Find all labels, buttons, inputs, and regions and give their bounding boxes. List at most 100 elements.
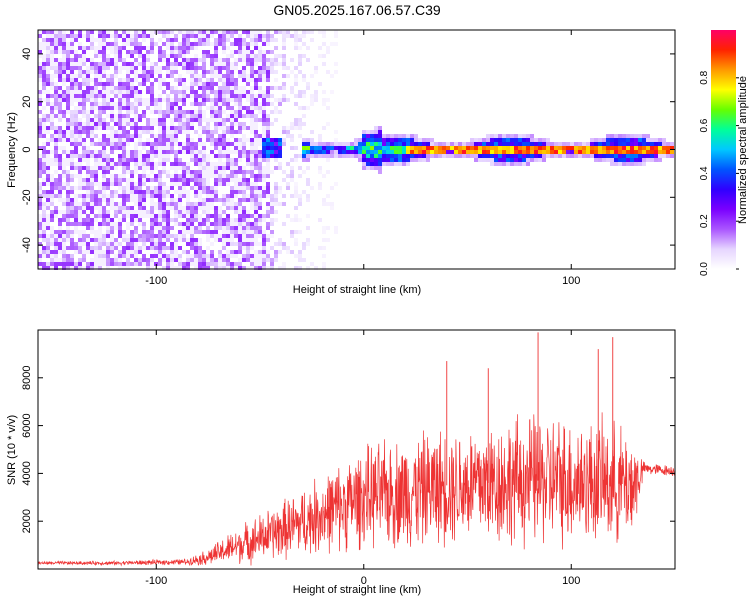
heatmap-cell — [206, 42, 210, 46]
heatmap-cell — [354, 138, 358, 142]
heatmap-cell — [254, 30, 258, 34]
heatmap-cell — [290, 166, 294, 170]
heatmap-cell — [170, 242, 174, 246]
heatmap-cell — [70, 50, 74, 54]
heatmap-cell — [662, 142, 666, 146]
heatmap-cell — [442, 146, 446, 150]
heatmap-cell — [162, 230, 166, 234]
heatmap-cell — [210, 118, 214, 122]
heatmap-cell — [614, 162, 618, 166]
heatmap-cell — [166, 158, 170, 162]
heatmap-cell — [114, 194, 118, 198]
heatmap-cell — [630, 162, 634, 166]
heatmap-cell — [58, 94, 62, 98]
heatmap-cell — [106, 102, 110, 106]
heatmap-cell — [194, 142, 198, 146]
heatmap-cell — [118, 66, 122, 70]
heatmap-cell — [286, 174, 290, 178]
heatmap-cell — [234, 94, 238, 98]
heatmap-cell — [94, 162, 98, 166]
heatmap-cell — [114, 262, 118, 266]
heatmap-cell — [138, 102, 142, 106]
heatmap-cell — [242, 222, 246, 226]
heatmap-cell — [134, 46, 138, 50]
heatmap-cell — [134, 42, 138, 46]
heatmap-cell — [98, 266, 102, 270]
heatmap-cell — [386, 154, 390, 158]
heatmap-cell — [310, 130, 314, 134]
heatmap-cell — [406, 154, 410, 158]
heatmap-cell — [330, 74, 334, 78]
heatmap-cell — [490, 162, 494, 166]
heatmap-cell — [46, 54, 50, 58]
heatmap-cell — [66, 126, 70, 130]
heatmap-cell — [106, 162, 110, 166]
heatmap-cell — [222, 126, 226, 130]
heatmap-cell — [126, 50, 130, 54]
heatmap-cell — [54, 94, 58, 98]
heatmap-cell — [234, 234, 238, 238]
heatmap-cell — [58, 182, 62, 186]
heatmap-cell — [246, 34, 250, 38]
heatmap-cell — [250, 90, 254, 94]
heatmap-cell — [126, 158, 130, 162]
heatmap-cell — [78, 174, 82, 178]
heatmap-cell — [74, 242, 78, 246]
heatmap-cell — [222, 234, 226, 238]
heatmap-cell — [222, 198, 226, 202]
heatmap-cell — [194, 42, 198, 46]
heatmap-cell — [138, 178, 142, 182]
heatmap-cell — [362, 142, 366, 146]
heatmap-cell — [246, 62, 250, 66]
heatmap-cell — [78, 158, 82, 162]
heatmap-cell — [94, 178, 98, 182]
heatmap-cell — [334, 226, 338, 230]
heatmap-cell — [594, 150, 598, 154]
heatmap-cell — [102, 258, 106, 262]
heatmap-cell — [162, 90, 166, 94]
heatmap-cell — [378, 142, 382, 146]
heatmap-cell — [110, 58, 114, 62]
heatmap-cell — [66, 102, 70, 106]
heatmap-cell — [382, 158, 386, 162]
heatmap-cell — [102, 162, 106, 166]
heatmap-cell — [106, 90, 110, 94]
heatmap-cell — [178, 198, 182, 202]
figure-title: GN05.2025.167.06.57.C39 — [273, 2, 441, 18]
heatmap-cell — [246, 94, 250, 98]
heatmap-cell — [106, 214, 110, 218]
heatmap-cell — [182, 110, 186, 114]
heatmap-cell — [370, 162, 374, 166]
heatmap-cell — [146, 154, 150, 158]
heatmap-cell — [238, 238, 242, 242]
heatmap-cell — [306, 146, 310, 150]
heatmap-cell — [226, 158, 230, 162]
heatmap-cell — [86, 130, 90, 134]
heatmap-cell — [590, 142, 594, 146]
heatmap-cell — [42, 254, 46, 258]
heatmap-cell — [54, 262, 58, 266]
heatmap-cell — [194, 170, 198, 174]
heatmap-cell — [62, 258, 66, 262]
heatmap-cell — [122, 178, 126, 182]
heatmap-cell — [218, 62, 222, 66]
heatmap-cell — [282, 178, 286, 182]
heatmap-cell — [42, 266, 46, 270]
heatmap-cell — [102, 34, 106, 38]
heatmap-cell — [602, 142, 606, 146]
heatmap-cell — [106, 78, 110, 82]
heatmap-cell — [38, 62, 42, 66]
heatmap-cell — [114, 238, 118, 242]
heatmap-cell — [194, 82, 198, 86]
heatmap-cell — [110, 166, 114, 170]
heatmap-cell — [98, 66, 102, 70]
heatmap-cell — [166, 254, 170, 258]
heatmap-cell — [202, 110, 206, 114]
heatmap-cell — [146, 162, 150, 166]
heatmap-cell — [226, 46, 230, 50]
heatmap-cell — [178, 94, 182, 98]
heatmap-cell — [190, 226, 194, 230]
heatmap-cell — [114, 70, 118, 74]
heatmap-cell — [170, 194, 174, 198]
heatmap-cell — [218, 162, 222, 166]
